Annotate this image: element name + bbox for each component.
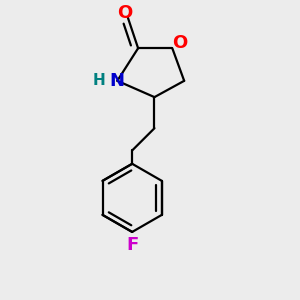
Text: N: N [110,72,125,90]
Text: F: F [126,236,138,254]
Text: O: O [117,4,132,22]
Text: H: H [93,73,106,88]
Text: O: O [172,34,187,52]
